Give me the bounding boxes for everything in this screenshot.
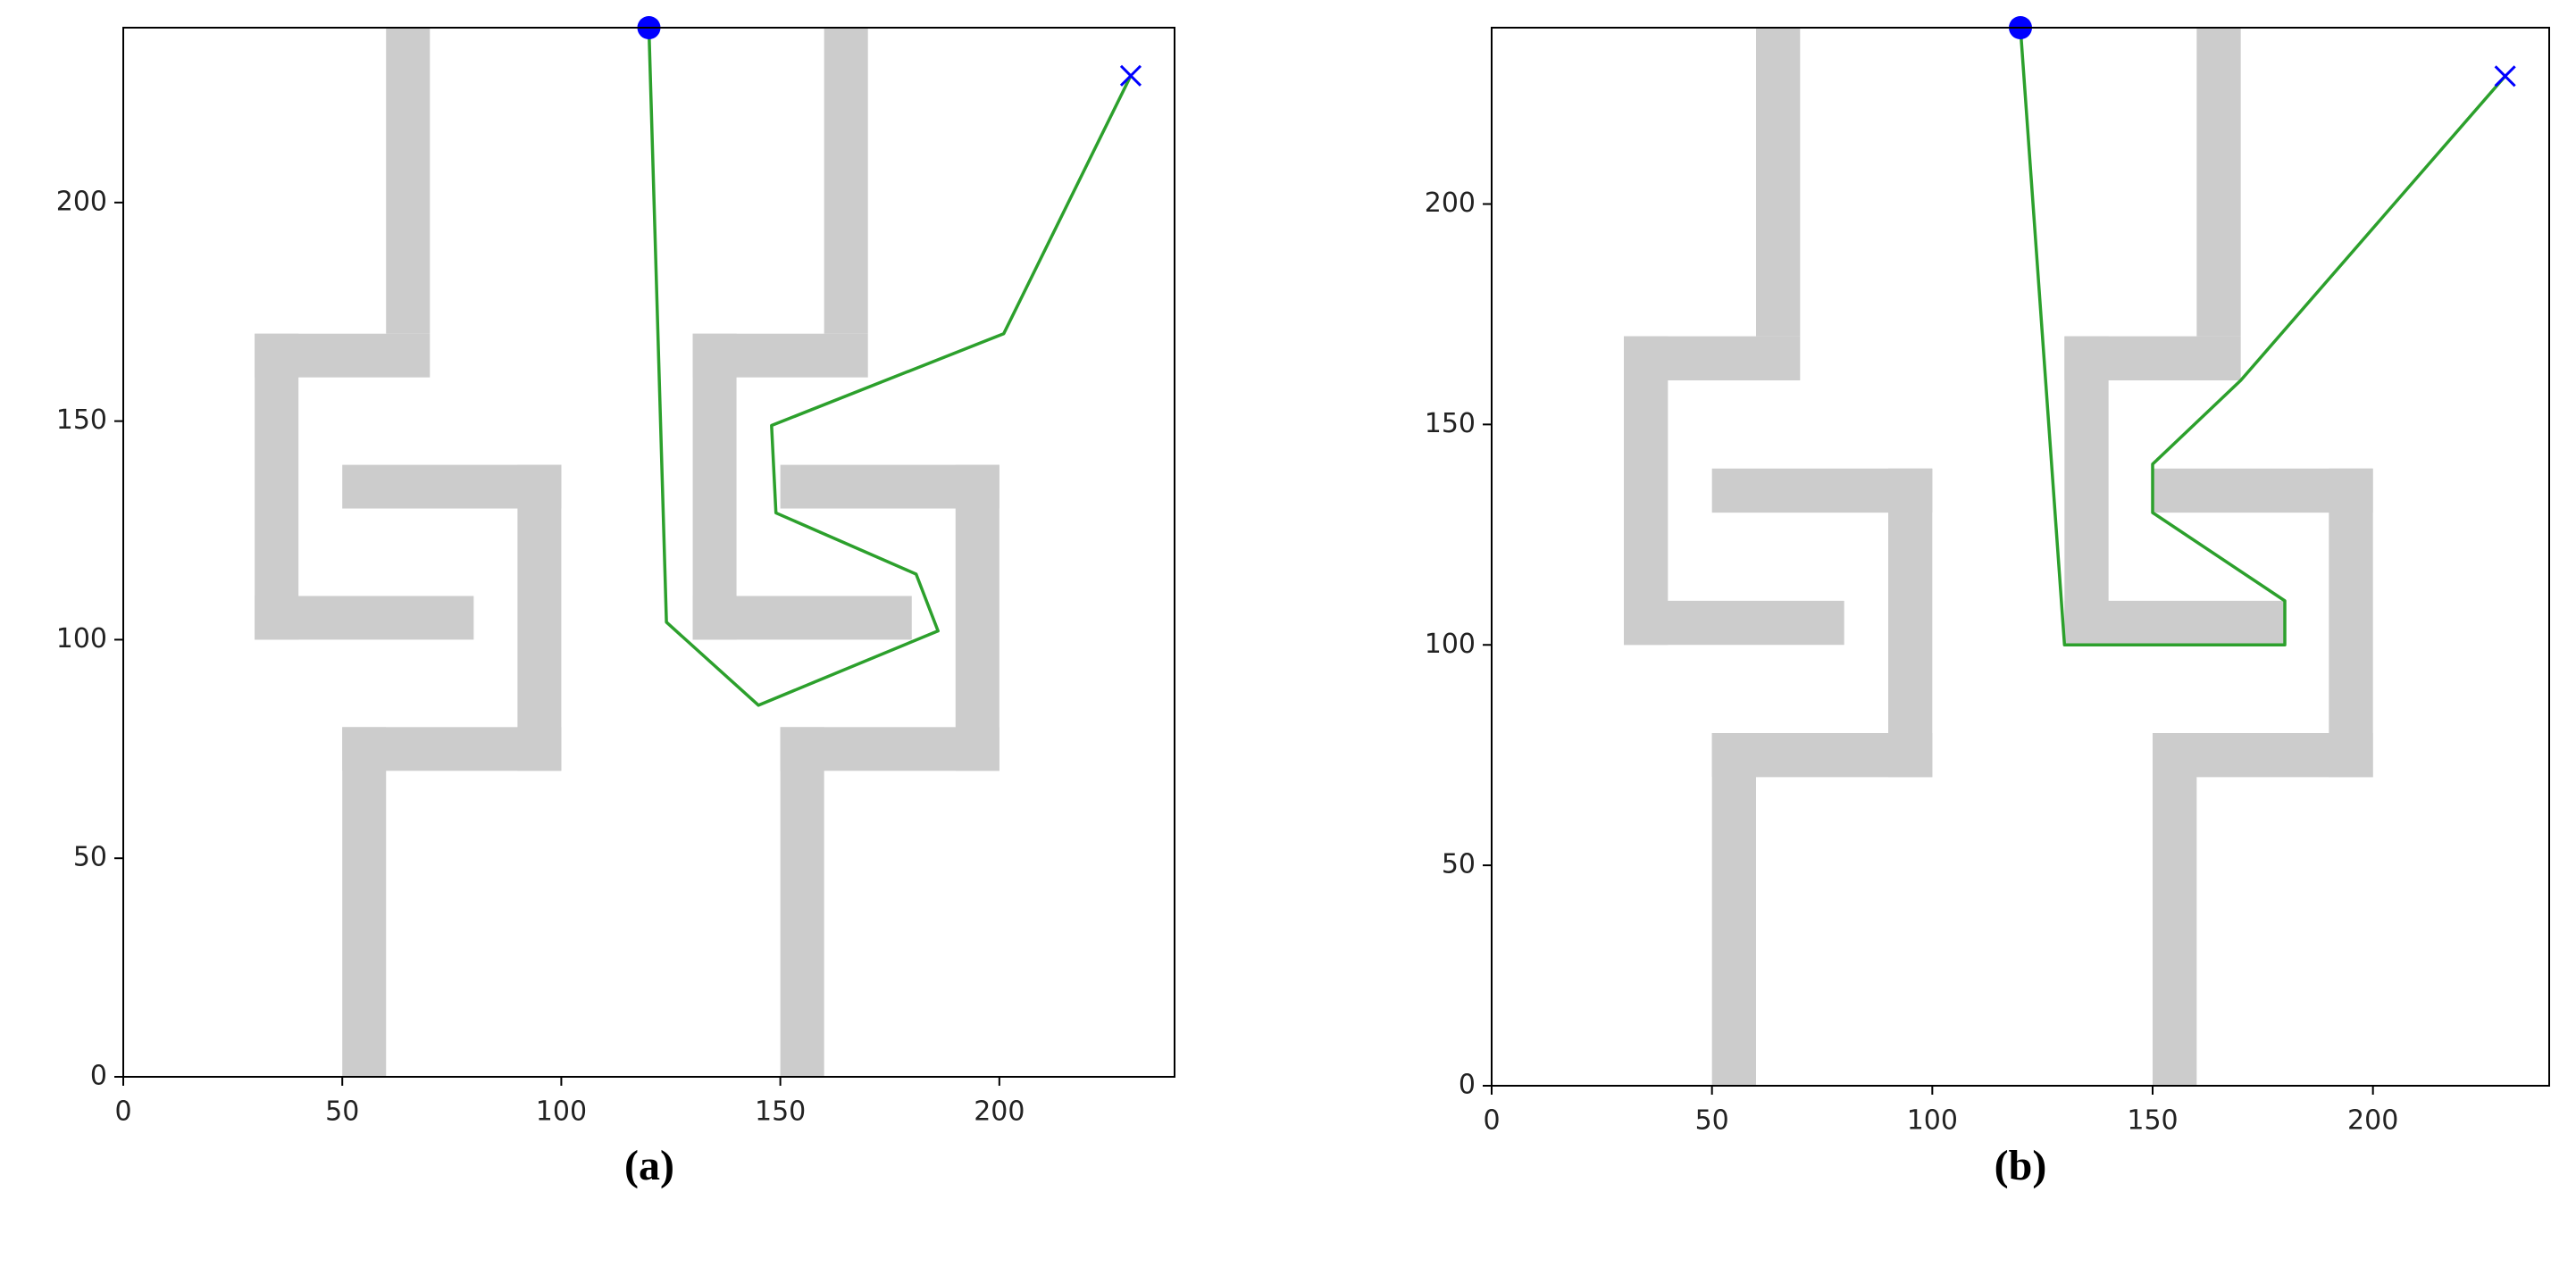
obstacle <box>2064 336 2109 646</box>
path-line <box>647 27 1133 707</box>
y-tick-label: 50 <box>1442 849 1476 880</box>
x-tick-label: 50 <box>325 1096 359 1128</box>
panel-label: (a) <box>624 1142 674 1189</box>
y-tick-label: 100 <box>56 623 107 654</box>
y-tick-label: 200 <box>56 186 107 217</box>
obstacle <box>517 464 562 771</box>
goal-point <box>1119 64 1142 87</box>
obstacle <box>1888 468 1933 778</box>
obstacle <box>2064 600 2285 646</box>
obstacle <box>2196 28 2241 337</box>
y-tick-label: 0 <box>90 1061 107 1092</box>
y-tick-label: 150 <box>56 404 107 436</box>
x-tick-label: 200 <box>974 1096 1025 1128</box>
x-tick-label: 200 <box>2347 1105 2398 1137</box>
obstacle <box>386 28 431 334</box>
x-tick-label: 150 <box>755 1096 806 1128</box>
obstacle <box>955 464 999 771</box>
y-tick-label: 150 <box>1425 408 1476 439</box>
obstacle <box>1756 28 1801 337</box>
panel: 0 50 100 150 200 0 50 100 150 200 (a) <box>56 16 1175 1189</box>
y-tick-label: 50 <box>73 842 107 873</box>
x-tick-label: 50 <box>1695 1105 1729 1137</box>
obstacle <box>1624 336 1669 646</box>
panel-label: (b) <box>1995 1142 2047 1189</box>
path-line <box>2019 27 2506 646</box>
y-tick-label: 0 <box>1459 1070 1476 1101</box>
obstacle <box>342 727 387 1077</box>
obstacle <box>692 333 737 640</box>
axes-frame <box>1491 27 2550 1087</box>
x-tick-label: 150 <box>2127 1105 2178 1137</box>
x-tick-label: 100 <box>536 1096 587 1128</box>
obstacle <box>255 333 299 640</box>
panel: 0 50 100 150 200 0 50 100 150 200 (b) <box>1425 16 2550 1189</box>
goal-point <box>2494 65 2516 88</box>
y-tick-label: 100 <box>1425 629 1476 660</box>
obstacle <box>824 28 868 334</box>
axes-frame <box>122 27 1175 1078</box>
x-tick-label: 100 <box>1907 1105 1958 1137</box>
x-tick-label: 0 <box>114 1096 131 1128</box>
obstacle <box>780 727 824 1077</box>
x-tick-label: 0 <box>1483 1105 1500 1137</box>
obstacle <box>1711 733 1756 1086</box>
obstacle <box>255 596 474 640</box>
y-tick-label: 200 <box>1425 188 1476 219</box>
obstacle <box>2329 468 2373 778</box>
obstacle <box>692 596 912 640</box>
obstacle <box>2153 733 2197 1086</box>
obstacle <box>1624 600 1844 646</box>
